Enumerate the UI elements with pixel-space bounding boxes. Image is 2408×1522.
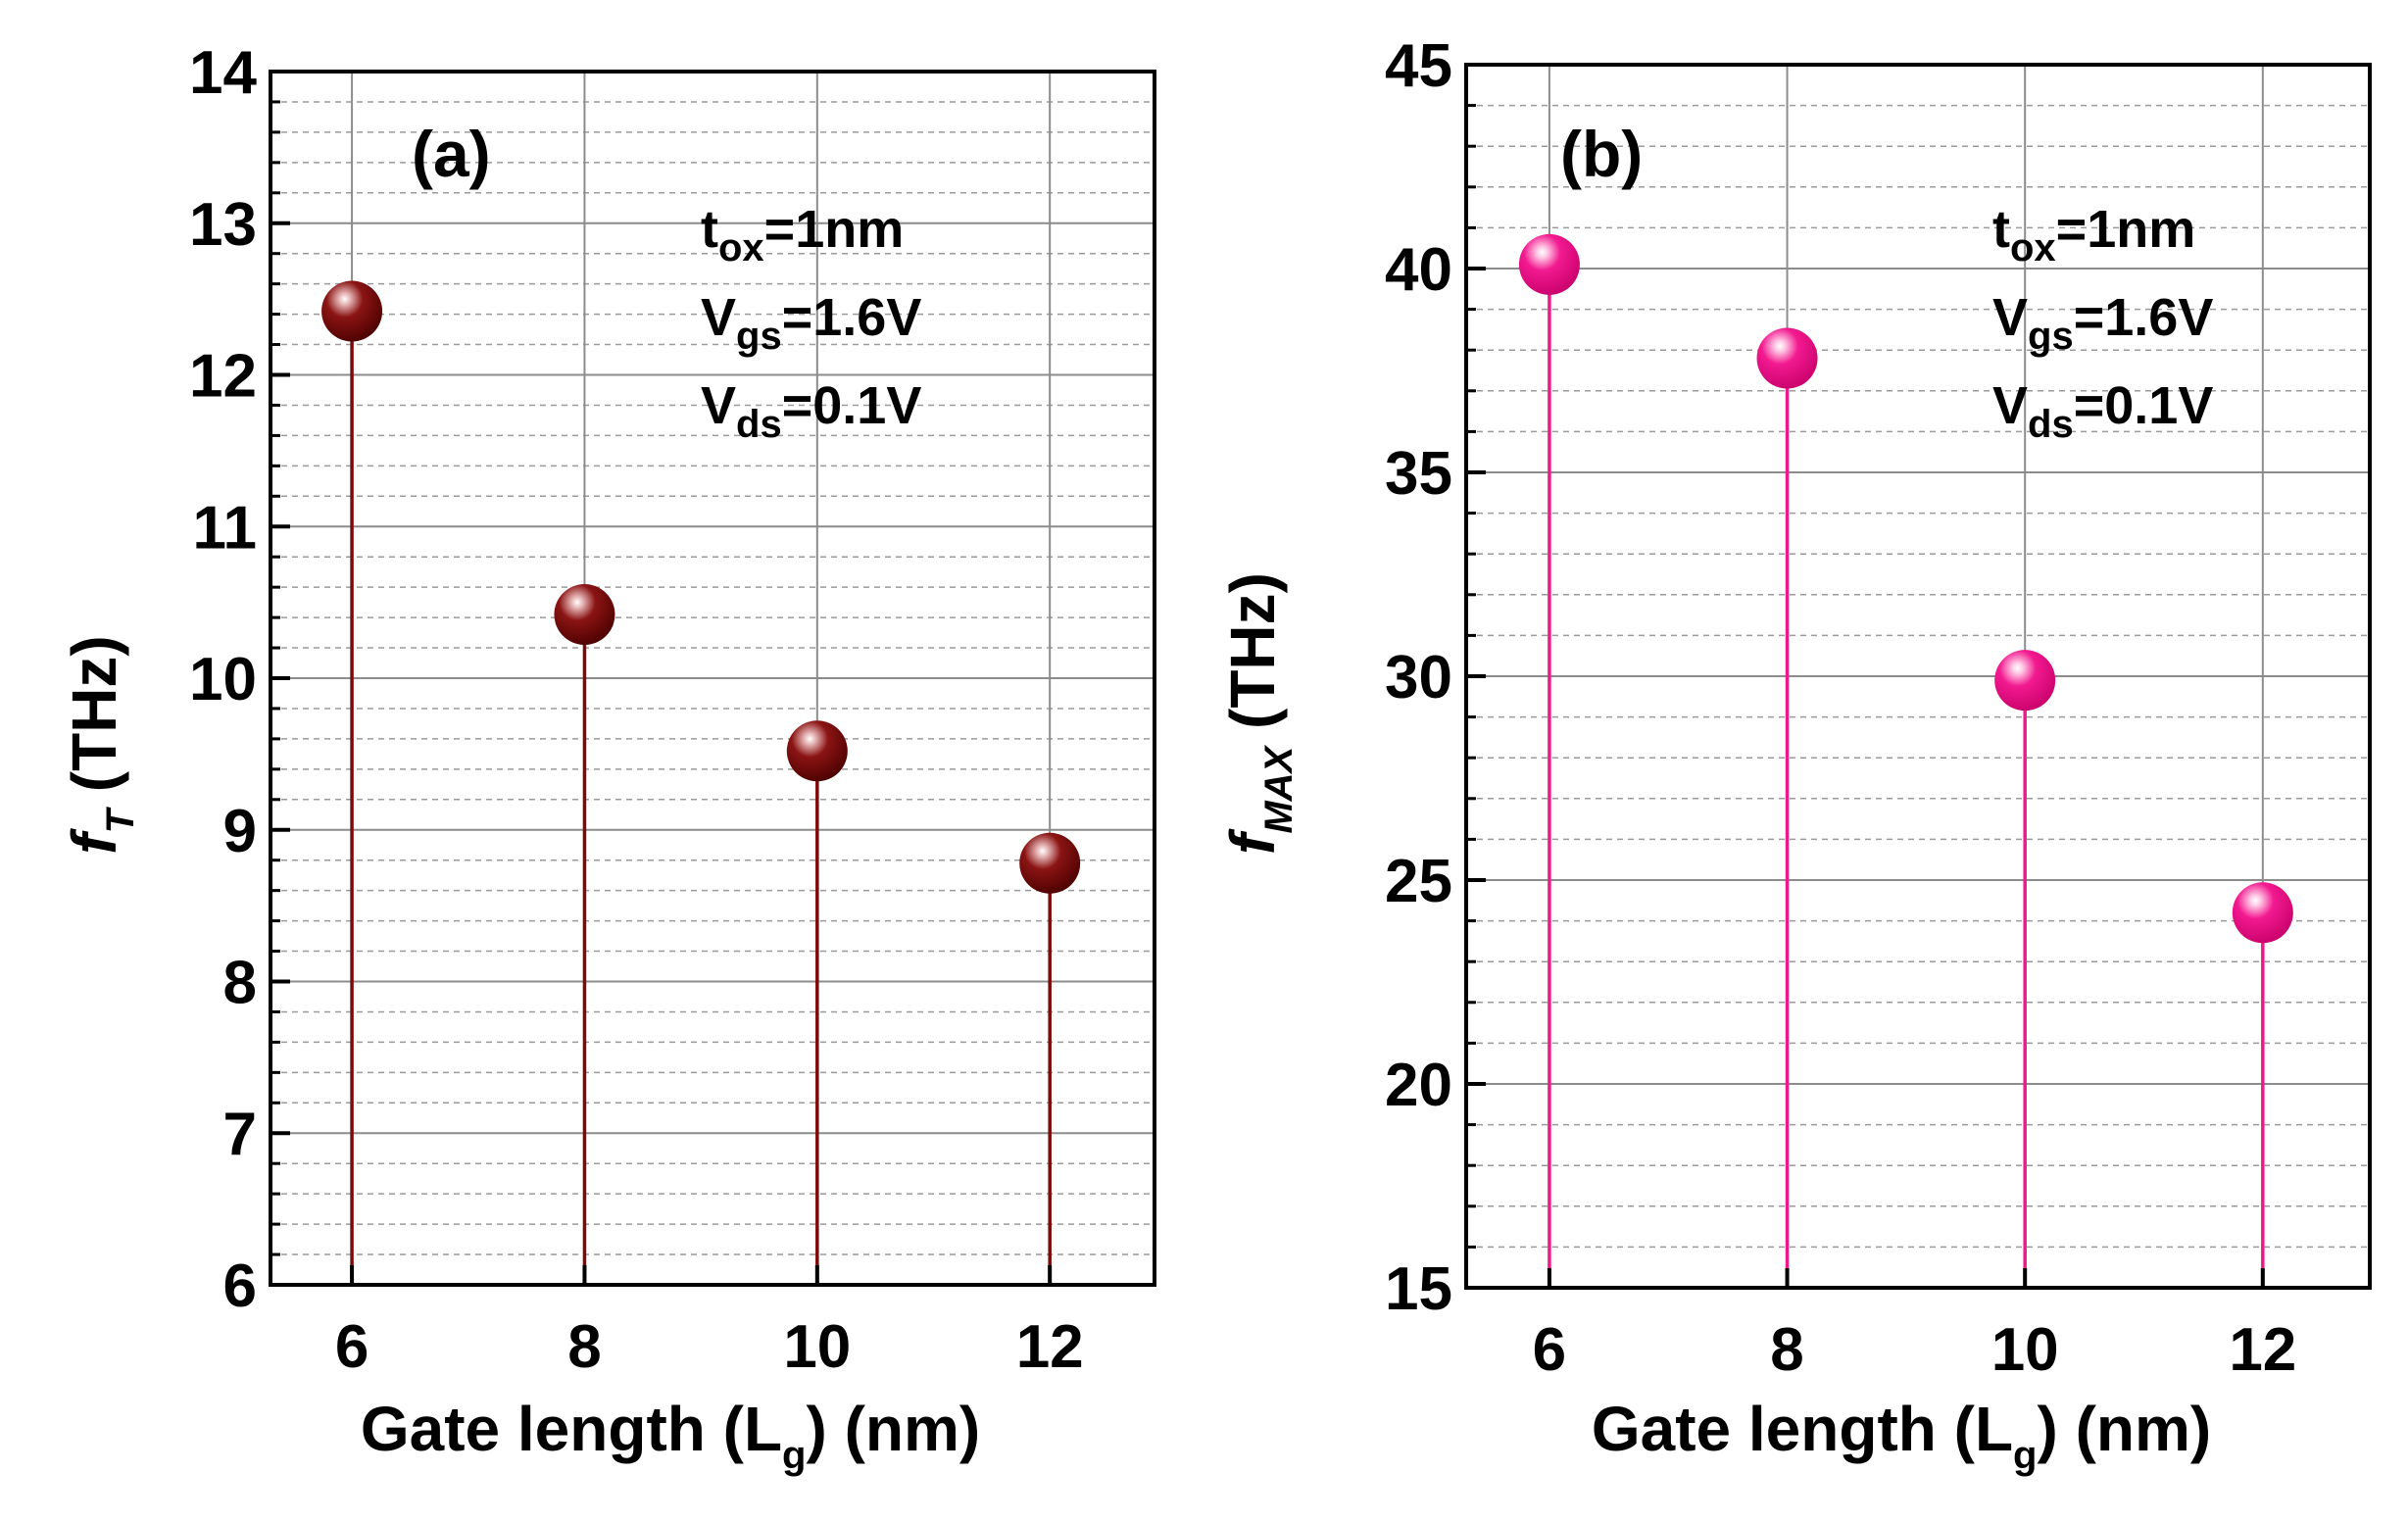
annotation-block: tox=1nm Vgs=1.6V Vds=0.1V xyxy=(701,200,921,446)
x-tick-label: 8 xyxy=(1770,1316,1803,1384)
data-point-marker xyxy=(786,720,848,782)
data-point-marker xyxy=(321,280,383,342)
y-tick-label: 12 xyxy=(189,343,257,411)
panel-label: (b) xyxy=(1560,118,1643,190)
x-ticks-a: 6 8 10 12 xyxy=(335,1265,1084,1381)
y-tick-label: 11 xyxy=(192,494,257,562)
panel-label: (a) xyxy=(412,118,491,190)
y-ticks-b: 15 20 25 30 35 40 45 xyxy=(1385,32,1486,1323)
x-axis-title: Gate length (Lg) (nm) xyxy=(361,1394,980,1477)
y-ticks-a: 6 7 8 9 10 11 12 13 14 xyxy=(189,39,290,1320)
data-point-marker xyxy=(1019,832,1081,894)
y-tick-label: 45 xyxy=(1385,32,1452,100)
y-axis-title: fMAX (THz) xyxy=(1217,572,1301,855)
y-tick-label: 7 xyxy=(223,1101,257,1168)
data-point-marker xyxy=(1518,233,1580,295)
grid-a xyxy=(270,72,1155,1285)
y-tick-label: 15 xyxy=(1385,1255,1452,1323)
x-tick-label: 8 xyxy=(567,1313,601,1381)
annotation-tox: tox=1nm xyxy=(1992,200,2195,270)
y-tick-label: 14 xyxy=(189,39,257,107)
x-tick-label: 6 xyxy=(335,1313,369,1381)
y-tick-label: 25 xyxy=(1385,848,1452,915)
x-tick-label: 12 xyxy=(1016,1313,1084,1381)
y-tick-label: 13 xyxy=(189,191,257,259)
panel-b: 15 20 25 30 35 40 45 6 8 10 12 (b) tox=1nm Vgs=1.… xyxy=(1217,32,2372,1477)
annotation-vds: Vds=0.1V xyxy=(1992,376,2213,446)
x-tick-label: 10 xyxy=(783,1313,851,1381)
annotation-tox: tox=1nm xyxy=(701,200,904,270)
y-tick-label: 6 xyxy=(223,1252,257,1320)
y-tick-label: 20 xyxy=(1385,1052,1452,1119)
y-tick-label: 35 xyxy=(1385,440,1452,508)
stems-a xyxy=(350,311,1052,1285)
annotation-block: tox=1nm Vgs=1.6V Vds=0.1V xyxy=(1992,200,2213,446)
x-tick-label: 10 xyxy=(1991,1316,2059,1384)
annotation-vds: Vds=0.1V xyxy=(701,376,921,446)
annotation-vgs: Vgs=1.6V xyxy=(1992,288,2213,358)
x-tick-label: 12 xyxy=(2229,1316,2296,1384)
x-ticks-b: 6 8 10 12 xyxy=(1533,1268,2296,1384)
annotation-vgs: Vgs=1.6V xyxy=(701,288,921,358)
y-axis-title: fT (THz) xyxy=(59,635,142,854)
y-tick-label: 40 xyxy=(1385,236,1452,304)
y-tick-label: 8 xyxy=(223,950,257,1017)
data-point-marker xyxy=(1994,650,2056,712)
data-point-marker xyxy=(554,584,615,646)
x-tick-label: 6 xyxy=(1533,1316,1566,1384)
y-tick-label: 10 xyxy=(189,646,257,713)
data-point-marker xyxy=(2232,882,2293,944)
y-tick-label: 30 xyxy=(1385,644,1452,712)
panel-a: 6 7 8 9 10 11 12 13 14 6 8 10 12 (a) tox=1nm Vgs=1.… xyxy=(59,39,1156,1477)
grid-b xyxy=(1466,65,2370,1288)
markers-b xyxy=(1518,233,2293,944)
x-axis-title: Gate length (Lg) (nm) xyxy=(1592,1394,2211,1477)
stems-b xyxy=(1548,264,2265,1288)
y-tick-label: 9 xyxy=(223,798,257,865)
markers-a xyxy=(321,280,1081,894)
data-point-marker xyxy=(1756,327,1818,389)
